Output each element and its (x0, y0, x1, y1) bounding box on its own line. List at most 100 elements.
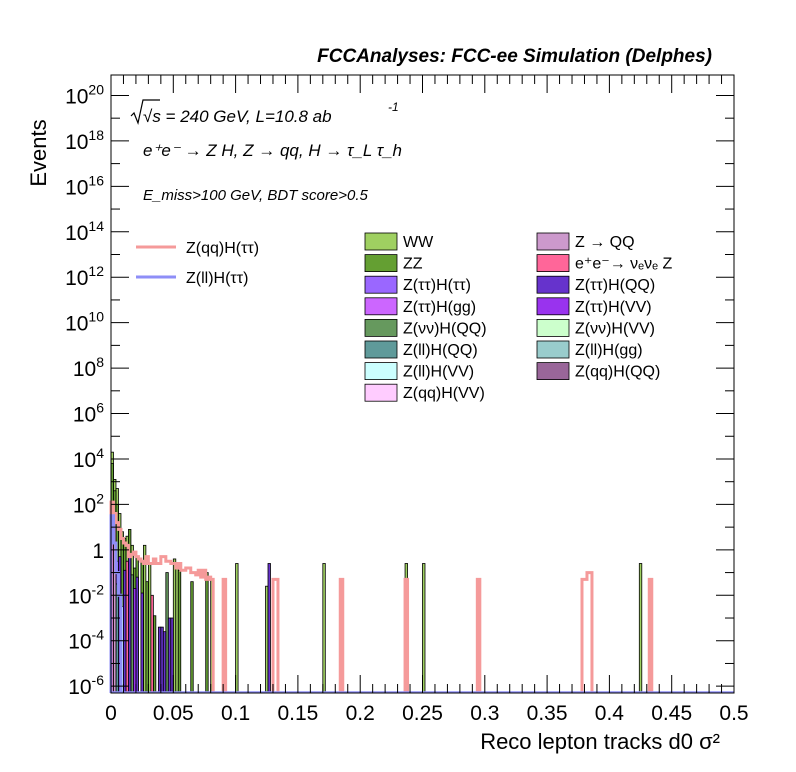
y-tick-exp: 10 (88, 309, 104, 325)
sqrt-symbol (130, 99, 160, 126)
axis-ticks (110, 75, 735, 693)
legend-label: Z(ll)H(gg) (575, 342, 643, 359)
bar-11-0 (133, 588, 137, 694)
y-tick-exp: 14 (88, 218, 104, 234)
legend-swatch (536, 275, 570, 294)
x-tick-label: 0.35 (527, 702, 568, 725)
y-tick-exp: 8 (96, 354, 104, 370)
y-tick-exp: -4 (92, 627, 105, 643)
y-tick-exp: 2 (96, 490, 104, 506)
legend-swatch (364, 318, 398, 337)
chart-title: FCCAnalyses: FCC-ee Simulation (Delphes) (317, 46, 712, 67)
bar-0-15 (422, 563, 426, 694)
legend-label: ZZ (403, 256, 423, 273)
y-tick-base: 10 (68, 585, 91, 608)
legend-swatch (364, 254, 398, 273)
y-tick-exp: 18 (88, 127, 104, 143)
y-tick-base: 10 (65, 176, 88, 199)
y-tick-base: 10 (65, 131, 88, 154)
bar-9-2 (150, 594, 154, 694)
legend-swatch (536, 340, 570, 359)
y-tick-exp: 6 (96, 400, 104, 416)
bar-10-4 (140, 592, 144, 694)
bar-1-11 (177, 569, 182, 694)
annotation-energy: √s = 240 GeV, L=10.8 ab -1 (130, 99, 399, 126)
bar-1-9 (145, 581, 149, 694)
legend-label: Z(ττ)H(QQ) (575, 277, 655, 294)
legend-label: Z → QQ (575, 234, 635, 251)
bar-1-12 (190, 581, 194, 694)
y-tick-label: 1014 (65, 218, 104, 245)
y-tick-label: 108 (73, 354, 104, 381)
x-tick-label: 0.15 (277, 702, 318, 725)
x-tick-label: 0.4 (595, 702, 625, 725)
bar-10-2 (128, 554, 132, 694)
y-tick-base: 10 (73, 449, 96, 472)
y-tick-exp: 16 (88, 172, 104, 188)
legend-swatch (364, 297, 398, 316)
legend-label: WW (403, 234, 434, 251)
legend-swatch (536, 362, 570, 381)
bar-0-16 (638, 563, 643, 694)
y-tick-label: 10-4 (68, 627, 104, 654)
legend-label: Z(qq)H(QQ) (575, 364, 660, 381)
bar-1-13 (205, 572, 209, 694)
legend-swatch (364, 275, 398, 294)
x-tick-label: 0 (105, 702, 117, 725)
legend-swatch (536, 254, 570, 273)
y-tick-base: 10 (73, 358, 96, 381)
y-tick-label: 104 (73, 445, 104, 472)
y-tick-label: 1016 (65, 172, 104, 199)
y-tick-base: 10 (68, 631, 91, 654)
energy-exponent: -1 (388, 100, 399, 114)
y-tick-exp: 20 (88, 81, 104, 97)
x-tick-label: 0.2 (346, 702, 375, 725)
y-tick-labels: 102010181016101410121010108106104102110-… (65, 81, 104, 699)
bar-10-10 (267, 563, 271, 694)
y-tick-exp: 4 (96, 445, 104, 461)
legend: Z(qq)H(ττ) Z(ll)H(ττ) WW ZZ Z(ττ)H(ττ) Z(ττ)H… (136, 232, 672, 402)
legend-label: e⁺e⁻→ νₑνₑ Z (575, 256, 672, 273)
bar-0-11 (235, 563, 239, 694)
energy-text: √s = 240 GeV, L=10.8 ab (143, 107, 332, 126)
legend-label: Z(qq)H(VV) (403, 385, 485, 402)
legend-swatch (364, 383, 398, 402)
annotation-cuts: E_miss>100 GeV, BDT score>0.5 (143, 187, 368, 204)
y-tick-label: 102 (73, 490, 104, 517)
annotation-process: e⁺e⁻ → Z H, Z → qq, H → τ_L τ_h (143, 141, 402, 160)
y-tick-label: 106 (73, 400, 104, 427)
legend-label: Z(νν)H(QQ) (403, 320, 487, 337)
legend-swatch (364, 362, 398, 381)
x-axis-title: Reco lepton tracks d0 σ² (480, 729, 720, 754)
y-tick-label: 1010 (65, 309, 104, 336)
legend-swatch (536, 318, 570, 337)
x-tick-labels: 0 0.05 0.1 0.15 0.2 0.25 0.3 0.35 0.4 0.45 0.5 (105, 702, 748, 725)
y-axis-title: Events (26, 119, 51, 186)
x-tick-label: 0.1 (221, 702, 250, 725)
x-tick-label: 0.45 (651, 702, 692, 725)
legend-swatch (536, 232, 570, 251)
line-series-0 (109, 500, 654, 693)
y-tick-base: 10 (65, 222, 88, 245)
y-tick-exp: -6 (92, 672, 105, 688)
legend-label: Z(ll)H(QQ) (403, 342, 478, 359)
legend-label: Z(ττ)H(VV) (575, 299, 652, 316)
bar-10-1 (123, 569, 127, 694)
y-tick-label: 1018 (65, 127, 104, 154)
y-tick-base: 10 (65, 267, 88, 290)
x-tick-label: 0.05 (153, 702, 194, 725)
x-tick-label: 0.25 (402, 702, 443, 725)
y-tick-base: 10 (65, 313, 88, 336)
y-tick-label: 1020 (65, 81, 104, 108)
bar-10-7 (162, 631, 167, 694)
legend-label: Z(ll)H(VV) (403, 364, 474, 381)
y-tick-exp: 12 (88, 263, 104, 279)
y-tick-label: 10-2 (68, 581, 104, 608)
legend-label: Z(ττ)H(ττ) (403, 277, 471, 294)
y-tick-label: 1012 (65, 263, 104, 290)
x-tick-label: 0.5 (719, 702, 748, 725)
y-tick-label: 10-6 (68, 672, 104, 699)
y-tick-base: 10 (68, 676, 91, 699)
legend-swatch (364, 340, 398, 359)
